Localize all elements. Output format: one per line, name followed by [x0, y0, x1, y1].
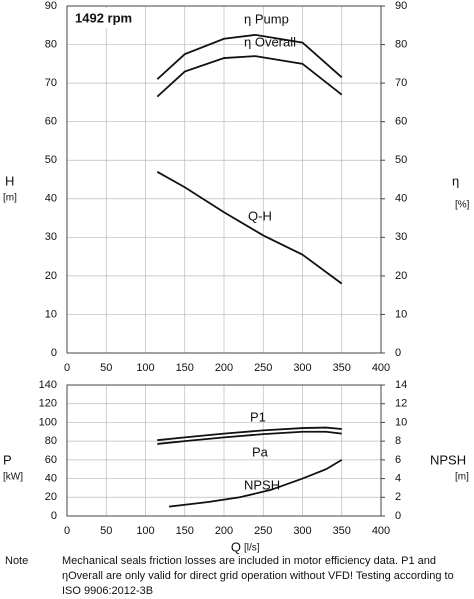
x-tick-label: 0	[64, 525, 70, 537]
y-tick-label: 10	[45, 308, 57, 320]
y2-tick-label: 50	[395, 154, 407, 166]
y2-tick-label: 10	[395, 416, 407, 428]
y2-tick-label: 30	[395, 231, 407, 243]
y-tick-label: 120	[39, 398, 57, 410]
y-tick-label: 70	[45, 77, 57, 89]
x-tick-label: 250	[254, 362, 272, 374]
x-tick-label: 400	[372, 525, 390, 537]
x-tick-label: 50	[100, 525, 112, 537]
curve	[157, 430, 342, 445]
y-tick-label: 140	[39, 379, 57, 391]
x-tick-label: 400	[372, 362, 390, 374]
y-tick-label: 20	[45, 491, 57, 503]
x-tick-label: 200	[215, 362, 233, 374]
y2-tick-label: 90	[395, 0, 407, 12]
y-tick-label: 90	[45, 0, 57, 12]
y-axis-label: H	[5, 173, 14, 188]
y2-axis-unit: [%]	[455, 200, 470, 211]
y-tick-label: 40	[45, 193, 57, 205]
x-axis-unit: [l/s]	[244, 543, 260, 554]
curve-label: η Pump	[244, 11, 289, 26]
note-line: Mechanical seals friction losses are inc…	[62, 555, 436, 567]
plot-frame	[66, 384, 382, 517]
note-line: ISO 9906:2012-3B	[62, 585, 153, 594]
curve-label: η Overall	[244, 34, 296, 49]
y-tick-label: 80	[45, 38, 57, 50]
curve-label: P1	[250, 409, 266, 424]
curve-label: NPSH	[244, 477, 280, 492]
x-tick-label: 0	[64, 362, 70, 374]
y2-tick-label: 12	[395, 398, 407, 410]
y2-tick-label: 80	[395, 38, 407, 50]
y-tick-label: 30	[45, 231, 57, 243]
curve	[168, 459, 343, 508]
y2-tick-label: 40	[395, 193, 407, 205]
y2-tick-label: 0	[395, 347, 401, 359]
y-tick-label: 40	[45, 472, 57, 484]
curve-label: Q-H	[248, 208, 272, 223]
plot-frame	[66, 5, 382, 354]
curve	[157, 426, 342, 442]
y-tick-label: 0	[51, 510, 57, 522]
y2-tick-label: 4	[395, 472, 401, 484]
y2-axis-label: η	[452, 173, 459, 188]
y2-tick-label: 6	[395, 454, 401, 466]
y2-tick-label: 8	[395, 435, 401, 447]
x-tick-label: 150	[176, 525, 194, 537]
y-tick-label: 0	[51, 347, 57, 359]
x-tick-label: 350	[333, 362, 351, 374]
x-tick-label: 350	[333, 525, 351, 537]
y-axis-unit: [m]	[3, 193, 17, 204]
x-tick-label: 100	[136, 362, 154, 374]
y2-tick-label: 10	[395, 308, 407, 320]
y2-tick-label: 14	[395, 379, 407, 391]
y2-tick-label: 70	[395, 77, 407, 89]
y2-axis-unit: [m]	[455, 472, 469, 483]
y-tick-label: 20	[45, 270, 57, 282]
y-tick-label: 80	[45, 435, 57, 447]
curve	[156, 171, 343, 285]
x-tick-label: 250	[254, 525, 272, 537]
y2-tick-label: 60	[395, 116, 407, 128]
annotation: 1492 rpm	[75, 10, 132, 25]
y-tick-label: 60	[45, 454, 57, 466]
x-tick-label: 50	[100, 362, 112, 374]
x-tick-label: 300	[293, 525, 311, 537]
y2-tick-label: 0	[395, 510, 401, 522]
x-axis-label: Q	[231, 539, 241, 554]
y-tick-label: 60	[45, 116, 57, 128]
x-tick-label: 300	[293, 362, 311, 374]
note-label: Note	[5, 555, 28, 567]
curve	[156, 34, 343, 80]
x-tick-label: 100	[136, 525, 154, 537]
y-tick-label: 100	[39, 416, 57, 428]
y-tick-label: 50	[45, 154, 57, 166]
y-axis-label: P	[3, 452, 12, 467]
y2-tick-label: 20	[395, 270, 407, 282]
note-line: ηOverall are only valid for direct grid …	[62, 570, 454, 582]
curve	[156, 55, 343, 98]
y-axis-unit: [kW]	[3, 472, 23, 483]
x-tick-label: 200	[215, 525, 233, 537]
curve-label: Pa	[252, 444, 269, 459]
y2-axis-label: NPSH	[430, 452, 466, 467]
annotation-box	[69, 8, 139, 28]
y2-tick-label: 2	[395, 491, 401, 503]
x-tick-label: 150	[176, 362, 194, 374]
